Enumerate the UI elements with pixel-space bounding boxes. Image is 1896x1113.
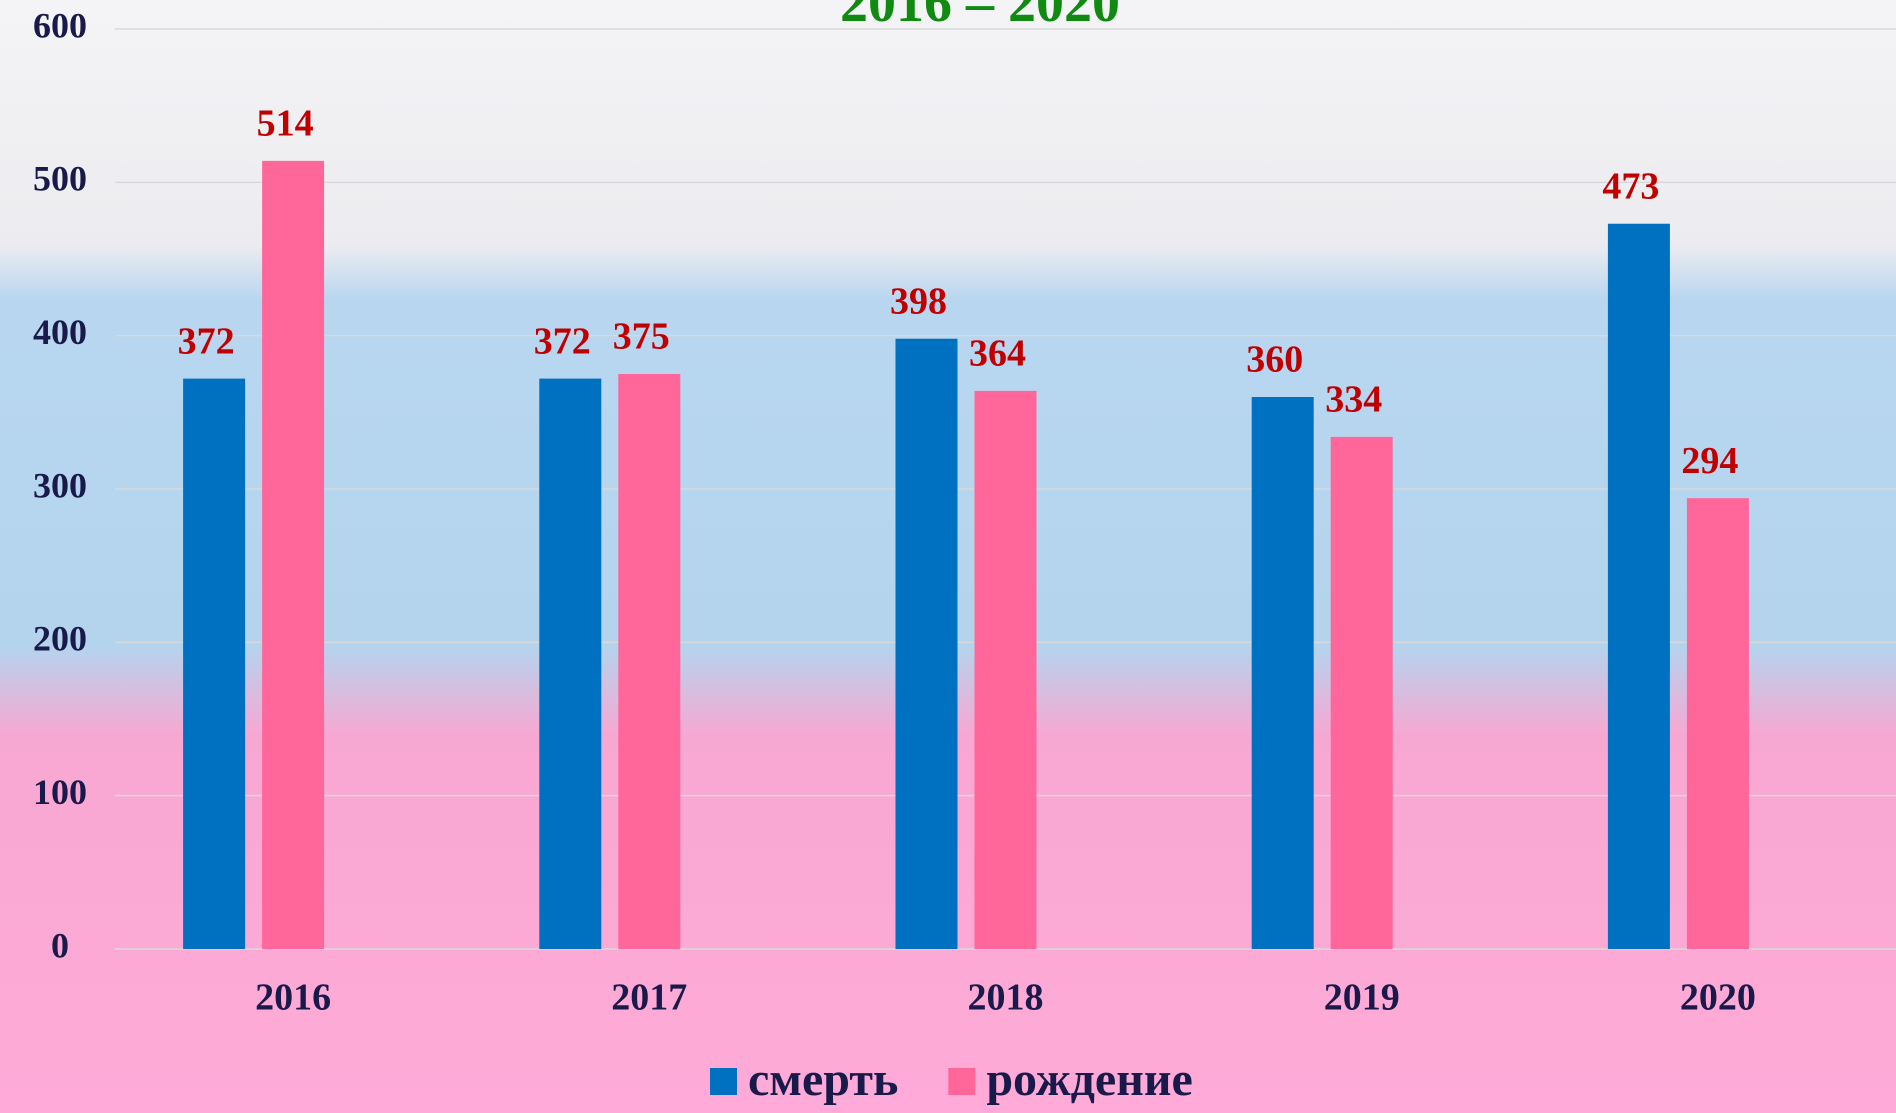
bar [896, 339, 958, 949]
bar [618, 374, 680, 949]
value-label: 334 [1325, 379, 1382, 421]
bar [975, 391, 1037, 949]
bar [539, 379, 601, 949]
value-label: 294 [1681, 440, 1738, 482]
value-label: 372 [178, 320, 235, 362]
x-tick-label: 2020 [1680, 977, 1756, 1019]
x-tick-label: 2019 [1324, 977, 1400, 1019]
y-tick-label: 600 [33, 5, 87, 45]
value-label: 364 [969, 333, 1026, 375]
legend-swatch [948, 1068, 975, 1095]
x-tick-label: 2016 [255, 977, 331, 1019]
value-label: 372 [534, 320, 591, 362]
x-tick-label: 2018 [968, 977, 1044, 1019]
bar [1252, 397, 1314, 949]
value-label: 398 [890, 280, 947, 322]
bar [1331, 437, 1393, 949]
value-label: 473 [1602, 165, 1659, 207]
value-label: 375 [613, 316, 670, 358]
bar [1608, 224, 1670, 949]
x-tick-label: 2017 [611, 977, 687, 1019]
y-tick-label: 300 [33, 465, 87, 505]
legend-swatch [710, 1068, 737, 1095]
legend-label: рождение [986, 1053, 1193, 1106]
chart: 2016 – 2020 0100200300400500600201637251… [0, 0, 1896, 1113]
y-tick-label: 0 [51, 925, 69, 965]
legend-label: смерть [748, 1053, 898, 1106]
bar [1687, 498, 1749, 949]
bar [262, 161, 324, 949]
value-label: 514 [257, 103, 314, 145]
y-tick-label: 100 [33, 772, 87, 812]
y-tick-label: 200 [33, 619, 87, 659]
y-tick-label: 400 [33, 312, 87, 352]
value-label: 360 [1246, 339, 1303, 381]
bar [183, 379, 245, 949]
y-tick-label: 500 [33, 159, 87, 199]
page: {"chart_data": {"type": "bar", "title": … [0, 0, 1896, 1113]
